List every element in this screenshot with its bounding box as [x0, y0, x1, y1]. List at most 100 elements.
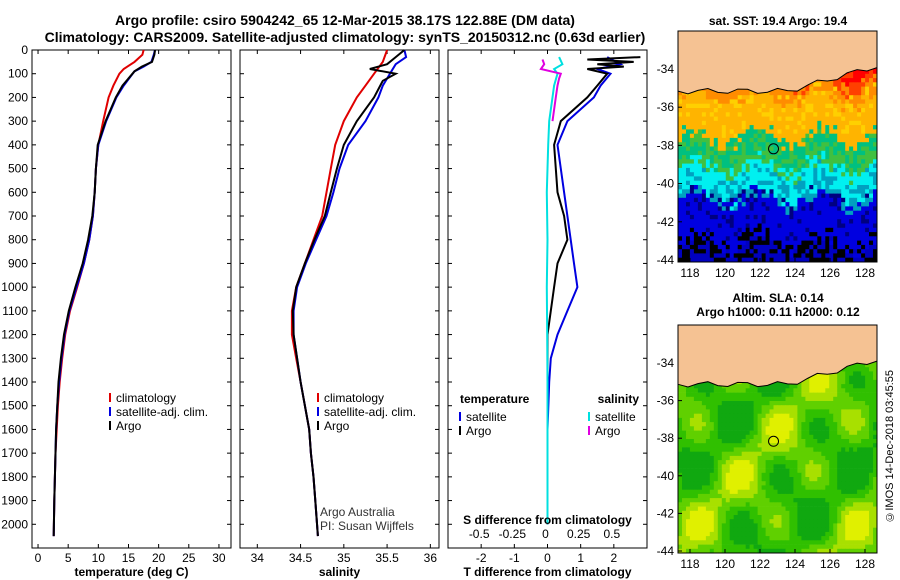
- sla-map-cell: [865, 379, 870, 385]
- sst-map-cell: [841, 253, 846, 259]
- sst-map-cell: [769, 95, 774, 100]
- sla-map-cell: [686, 443, 691, 448]
- sst-map-cell: [749, 197, 754, 203]
- sst-map-cell: [821, 95, 826, 100]
- sst-map-cell: [753, 167, 758, 173]
- sla-map-cell: [809, 401, 814, 406]
- sla-map-cell: [745, 413, 751, 419]
- sla-map-cell: [749, 409, 754, 414]
- sla-map-cell: [678, 409, 683, 414]
- sst-map-cell: [737, 142, 743, 147]
- sst-map-cell: [821, 185, 826, 190]
- sla-map-cell: [733, 384, 739, 389]
- sla-map-cell: [693, 447, 699, 452]
- sst-map-cell: [817, 120, 822, 126]
- sst-map-cell: [765, 197, 770, 203]
- sst-map-cell: [777, 193, 782, 199]
- sst-map-cell: [725, 236, 731, 241]
- sst-map-cell: [713, 210, 719, 216]
- sla-map-cell: [689, 464, 695, 469]
- sst-map-cell: [809, 90, 814, 96]
- sla-map-cell: [729, 443, 735, 448]
- sla-map-cell: [837, 434, 842, 440]
- sst-map-cell: [745, 249, 751, 254]
- sla-map-cell: [865, 455, 870, 461]
- sla-map-cell: [809, 379, 814, 385]
- sst-map-cell: [797, 202, 802, 207]
- sst-map-cell: [717, 244, 723, 250]
- sst-map-cell: [697, 142, 703, 147]
- sst-map-cell: [829, 193, 834, 199]
- sst-map-cell: [865, 206, 870, 212]
- sst-map-cell: [785, 99, 790, 105]
- sst-map-cell: [709, 223, 715, 229]
- sla-map-cell: [801, 422, 806, 427]
- sla-map-cell: [709, 396, 715, 402]
- sla-map-cell: [825, 447, 830, 452]
- sst-map-cell: [865, 197, 870, 203]
- sst-map-cell: [686, 95, 691, 100]
- sst-map-cell: [725, 150, 731, 156]
- sst-map-cell: [709, 167, 715, 173]
- sst-map-cell: [837, 244, 842, 250]
- sla-map-cell: [705, 426, 711, 431]
- sst-map-cell: [809, 219, 814, 224]
- sst-map-cell: [745, 176, 751, 182]
- sla-map-cell: [682, 451, 687, 457]
- sst-map-cell: [765, 129, 770, 135]
- sst-map-cell: [797, 146, 802, 152]
- sla-map-cell: [713, 489, 719, 495]
- sst-map-cell: [777, 142, 782, 147]
- sla-map-cell: [686, 468, 691, 474]
- sst-map-cell: [797, 103, 802, 109]
- sst-map-cell: [737, 189, 743, 194]
- sst-map-cell: [813, 193, 818, 199]
- sst-map-cell: [825, 244, 830, 250]
- sla-map-cell: [873, 413, 878, 419]
- sla-map-cell: [809, 413, 814, 419]
- sst-map-cell: [841, 78, 846, 83]
- sst-map-cell: [849, 78, 854, 83]
- sla-map-cell: [745, 422, 751, 427]
- sst-map-cell: [789, 232, 794, 237]
- sst-map-cell: [757, 176, 762, 182]
- sla-map-cell: [765, 451, 770, 457]
- sst-map-cell: [829, 159, 834, 164]
- sla-map-cell: [833, 472, 838, 478]
- sst-map-cell: [682, 253, 687, 259]
- sst-map-cell: [805, 189, 810, 194]
- sst-map-x-tick-label: 126: [820, 266, 840, 280]
- sla-map-cell: [833, 375, 838, 381]
- sla-map-cell: [853, 375, 858, 381]
- sla-map-cell: [733, 451, 739, 457]
- sst-map-cell: [777, 210, 782, 216]
- sla-map-cell: [717, 426, 723, 431]
- sst-map-cell: [697, 90, 703, 96]
- sst-map-cell: [725, 249, 731, 254]
- sla-map-cell: [765, 405, 770, 410]
- sla-map-cell: [721, 401, 727, 406]
- sst-map-cell: [785, 253, 790, 259]
- sla-map-cell: [865, 367, 870, 372]
- sla-map-cell: [733, 413, 739, 419]
- sla-map-cell: [869, 460, 874, 465]
- sst-map-cell: [737, 108, 743, 113]
- sst-map-cell: [809, 133, 814, 139]
- sla-map-cell: [861, 426, 866, 431]
- sla-map-cell: [865, 460, 870, 465]
- sla-map-cell: [801, 396, 806, 402]
- sst-map-cell: [689, 257, 695, 263]
- sst-map-cell: [729, 116, 735, 122]
- sla-map-cell: [717, 485, 723, 490]
- sst-map-cell: [757, 95, 762, 100]
- sla-map-cell: [729, 434, 735, 440]
- sst-map-cell: [725, 167, 731, 173]
- sla-map-cell: [793, 434, 798, 440]
- sla-map-cell: [745, 460, 751, 465]
- sla-map-cell: [686, 434, 691, 440]
- y-tick-label: 1500: [1, 399, 28, 413]
- sla-map-cell: [686, 405, 691, 410]
- sst-map-cell: [785, 206, 790, 212]
- sst-map-cell: [737, 155, 743, 160]
- sst-map-cell: [785, 108, 790, 113]
